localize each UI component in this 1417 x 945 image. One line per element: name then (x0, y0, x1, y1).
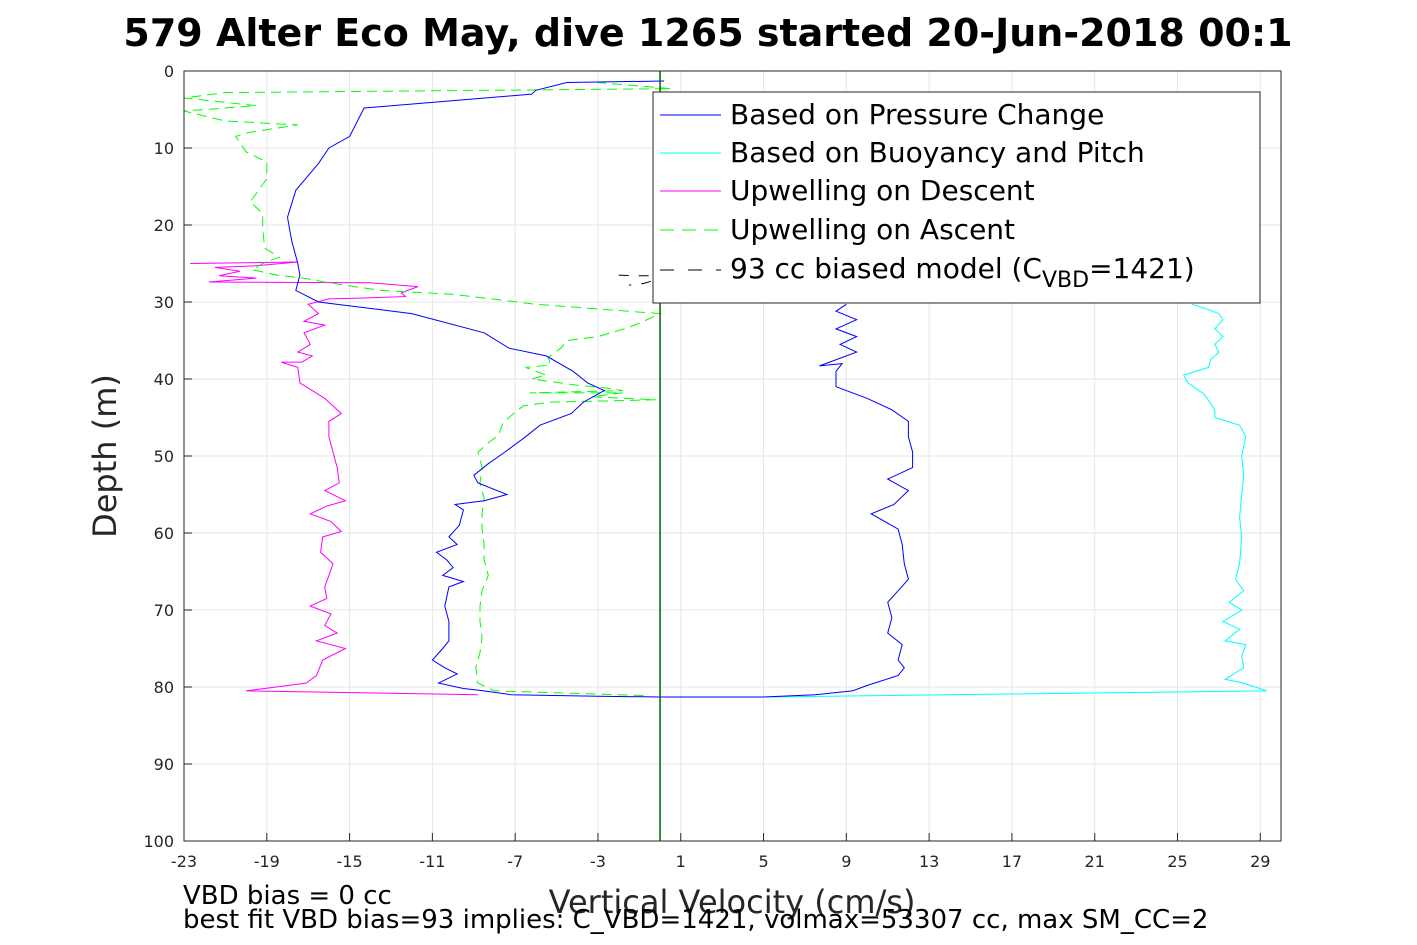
legend-model-suffix: =1421) (1089, 252, 1195, 285)
series-line-ascent (183, 82, 671, 696)
series-line-buoyancy (680, 303, 1267, 698)
series-line-descent (190, 261, 478, 696)
x-tick-label: -23 (171, 852, 197, 871)
x-tick-label: -7 (507, 852, 523, 871)
legend-box (652, 91, 1261, 304)
legend-label-model: 93 cc biased model (CVBD=1421) (730, 252, 1195, 293)
legend-model-subscript: VBD (1042, 268, 1089, 293)
y-tick-label: 60 (154, 524, 174, 543)
legend-label-buoyancy: Based on Buoyancy and Pitch (730, 136, 1145, 169)
y-axis-ticks: 0 10 20 30 40 50 60 70 80 90 100 (143, 62, 192, 851)
x-tick-label: -19 (254, 852, 280, 871)
x-tick-label: 29 (1250, 852, 1270, 871)
x-tick-label: -11 (419, 852, 445, 871)
legend: Based on Pressure Change Based on Buoyan… (652, 91, 1261, 304)
x-tick-label: 9 (841, 852, 851, 871)
x-tick-label: 25 (1167, 852, 1187, 871)
legend-label-pressure: Based on Pressure Change (730, 98, 1104, 131)
x-tick-label: -15 (337, 852, 363, 871)
vbd-bias-note: VBD bias = 0 cc (183, 881, 392, 911)
chart-title: 579 Alter Eco May, dive 1265 started 20-… (123, 11, 1292, 55)
x-axis-ticks: -23 -19 -15 -11 -7 -3 1 5 9 13 17 21 25 29 (171, 833, 1270, 871)
x-tick-label: -3 (590, 852, 606, 871)
y-tick-label: 80 (154, 678, 174, 697)
y-tick-label: 100 (143, 832, 174, 851)
x-tick-label: 21 (1085, 852, 1105, 871)
legend-label-descent: Upwelling on Descent (730, 174, 1035, 207)
series-line-pressure (286, 80, 914, 698)
y-tick-label: 30 (154, 293, 174, 312)
y-tick-label: 20 (154, 216, 174, 235)
best-fit-note: best fit VBD bias=93 implies: C_VBD=1421… (183, 905, 1208, 935)
y-tick-label: 0 (164, 62, 174, 81)
y-tick-label: 70 (154, 601, 174, 620)
y-tick-label: 40 (154, 370, 174, 389)
y-tick-label: 50 (154, 447, 174, 466)
x-axis-label: Vertical Velocity (cm/s) (549, 883, 916, 921)
series-layer (183, 80, 1267, 698)
legend-model-prefix: 93 cc biased model (C (730, 252, 1042, 285)
legend-label-ascent: Upwelling on Ascent (730, 213, 1015, 246)
y-axis-label: Depth (m) (86, 374, 124, 538)
x-tick-label: 13 (919, 852, 939, 871)
y-tick-label: 90 (154, 755, 174, 774)
x-tick-label: 1 (676, 852, 686, 871)
y-tick-label: 10 (154, 139, 174, 158)
x-tick-label: 5 (758, 852, 768, 871)
x-tick-label: 17 (1002, 852, 1022, 871)
